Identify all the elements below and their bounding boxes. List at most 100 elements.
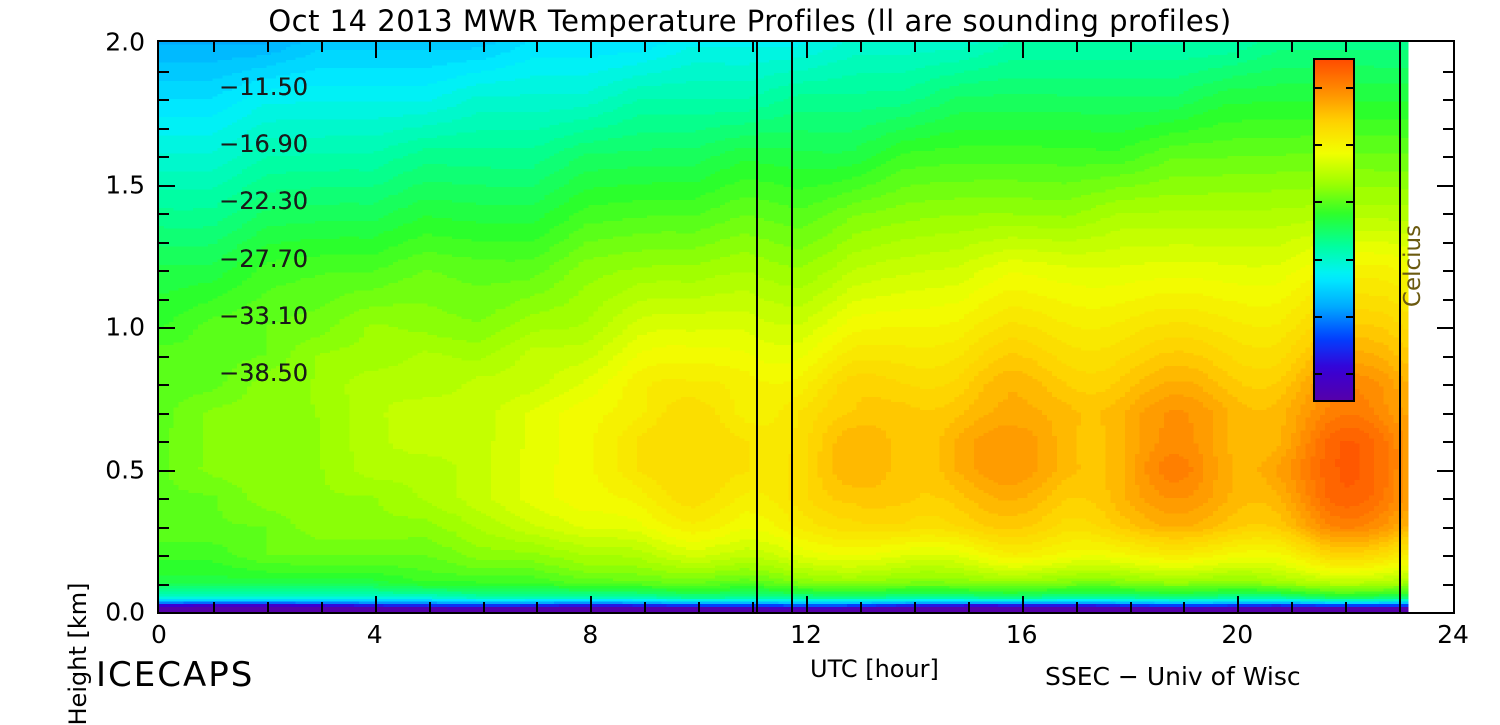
y-tick-left: [159, 128, 169, 130]
x-tick-top: [483, 42, 485, 52]
y-tick-right: [1443, 99, 1453, 101]
y-tick-label: 1.5: [105, 170, 145, 199]
y-tick-right: [1443, 242, 1453, 244]
x-tick-bottom: [536, 602, 538, 612]
x-tick-top: [806, 42, 808, 58]
y-tick-left: [159, 498, 169, 500]
x-tick-label: 16: [1006, 620, 1038, 649]
y-tick-right: [1443, 413, 1453, 415]
colorbar-tick: [1313, 316, 1322, 318]
project-brand-label: ICECAPS: [96, 655, 254, 695]
x-tick-top: [1345, 42, 1347, 52]
y-tick-right: [1443, 213, 1453, 215]
colorbar-gradient: [1315, 60, 1353, 400]
colorbar-unit-label: Celcius: [1400, 225, 1426, 307]
y-tick-left: [159, 327, 175, 329]
y-tick-left: [159, 384, 169, 386]
sounding-profile-line: [1399, 42, 1401, 612]
x-tick-top: [1076, 42, 1078, 52]
y-tick-left: [159, 185, 175, 187]
x-tick-bottom: [1022, 596, 1024, 612]
x-tick-bottom: [213, 602, 215, 612]
x-tick-top: [968, 42, 970, 52]
colorbar-tick: [1346, 316, 1355, 318]
colorbar-tick-label: −11.50: [219, 73, 308, 101]
x-tick-bottom: [267, 602, 269, 612]
colorbar-tick: [1346, 87, 1355, 89]
colorbar: [1313, 58, 1355, 402]
x-tick-bottom: [590, 596, 592, 612]
y-tick-label: 2.0: [105, 28, 145, 57]
colorbar-tick-label: −22.30: [219, 187, 308, 215]
colorbar-tick: [1313, 144, 1322, 146]
y-tick-left: [159, 356, 169, 358]
x-tick-label: 4: [367, 620, 383, 649]
x-tick-top: [1022, 42, 1024, 58]
x-tick-bottom: [1183, 602, 1185, 612]
y-tick-label: 1.0: [105, 313, 145, 342]
colorbar-tick: [1346, 144, 1355, 146]
colorbar-tick: [1313, 87, 1322, 89]
x-tick-top: [644, 42, 646, 52]
x-tick-top: [1291, 42, 1293, 52]
x-tick-label: 20: [1221, 620, 1253, 649]
y-tick-right: [1443, 270, 1453, 272]
x-tick-bottom: [1345, 602, 1347, 612]
y-tick-right: [1443, 584, 1453, 586]
y-tick-left: [159, 527, 169, 529]
x-tick-top: [860, 42, 862, 52]
figure-canvas: Oct 14 2013 MWR Temperature Profiles (ll…: [0, 0, 1500, 700]
x-tick-bottom: [698, 602, 700, 612]
y-tick-right: [1443, 555, 1453, 557]
y-tick-left: [159, 99, 169, 101]
x-tick-bottom: [321, 602, 323, 612]
y-tick-left: [159, 299, 169, 301]
x-tick-top: [321, 42, 323, 52]
x-tick-bottom: [1130, 602, 1132, 612]
colorbar-tick: [1313, 373, 1322, 375]
x-tick-top: [536, 42, 538, 52]
x-tick-bottom: [644, 602, 646, 612]
x-tick-top: [914, 42, 916, 52]
y-tick-right: [1437, 327, 1453, 329]
sounding-profile-line: [756, 42, 758, 612]
colorbar-tick: [1346, 259, 1355, 261]
y-tick-right: [1443, 71, 1453, 73]
y-tick-left: [159, 441, 169, 443]
plot-area: [157, 40, 1455, 614]
x-tick-bottom: [968, 602, 970, 612]
x-tick-label: 8: [582, 620, 598, 649]
y-tick-left: [159, 213, 169, 215]
x-tick-bottom: [914, 602, 916, 612]
x-tick-label: 0: [151, 620, 167, 649]
y-tick-right: [1443, 128, 1453, 130]
y-axis-title: Height [km]: [64, 583, 92, 725]
y-tick-right: [1443, 356, 1453, 358]
x-tick-top: [375, 42, 377, 58]
y-tick-right: [1443, 299, 1453, 301]
x-tick-top: [698, 42, 700, 52]
y-tick-left: [159, 470, 175, 472]
x-tick-top: [267, 42, 269, 52]
x-tick-label: 24: [1437, 620, 1469, 649]
y-tick-left: [159, 270, 169, 272]
y-tick-right: [1443, 527, 1453, 529]
x-tick-label: 12: [790, 620, 822, 649]
x-tick-top: [1183, 42, 1185, 52]
x-tick-bottom: [1237, 596, 1239, 612]
x-tick-bottom: [752, 602, 754, 612]
y-tick-label: 0.5: [105, 455, 145, 484]
y-tick-left: [159, 584, 169, 586]
y-tick-right: [1437, 185, 1453, 187]
x-tick-top: [752, 42, 754, 52]
x-tick-bottom: [806, 596, 808, 612]
y-tick-left: [159, 555, 169, 557]
y-tick-right: [1443, 156, 1453, 158]
x-tick-bottom: [1291, 602, 1293, 612]
colorbar-tick: [1346, 373, 1355, 375]
sounding-profile-line: [791, 42, 793, 612]
y-tick-right: [1443, 498, 1453, 500]
colorbar-tick-label: −38.50: [219, 359, 308, 387]
colorbar-tick: [1346, 201, 1355, 203]
page-title: Oct 14 2013 MWR Temperature Profiles (ll…: [0, 4, 1500, 38]
